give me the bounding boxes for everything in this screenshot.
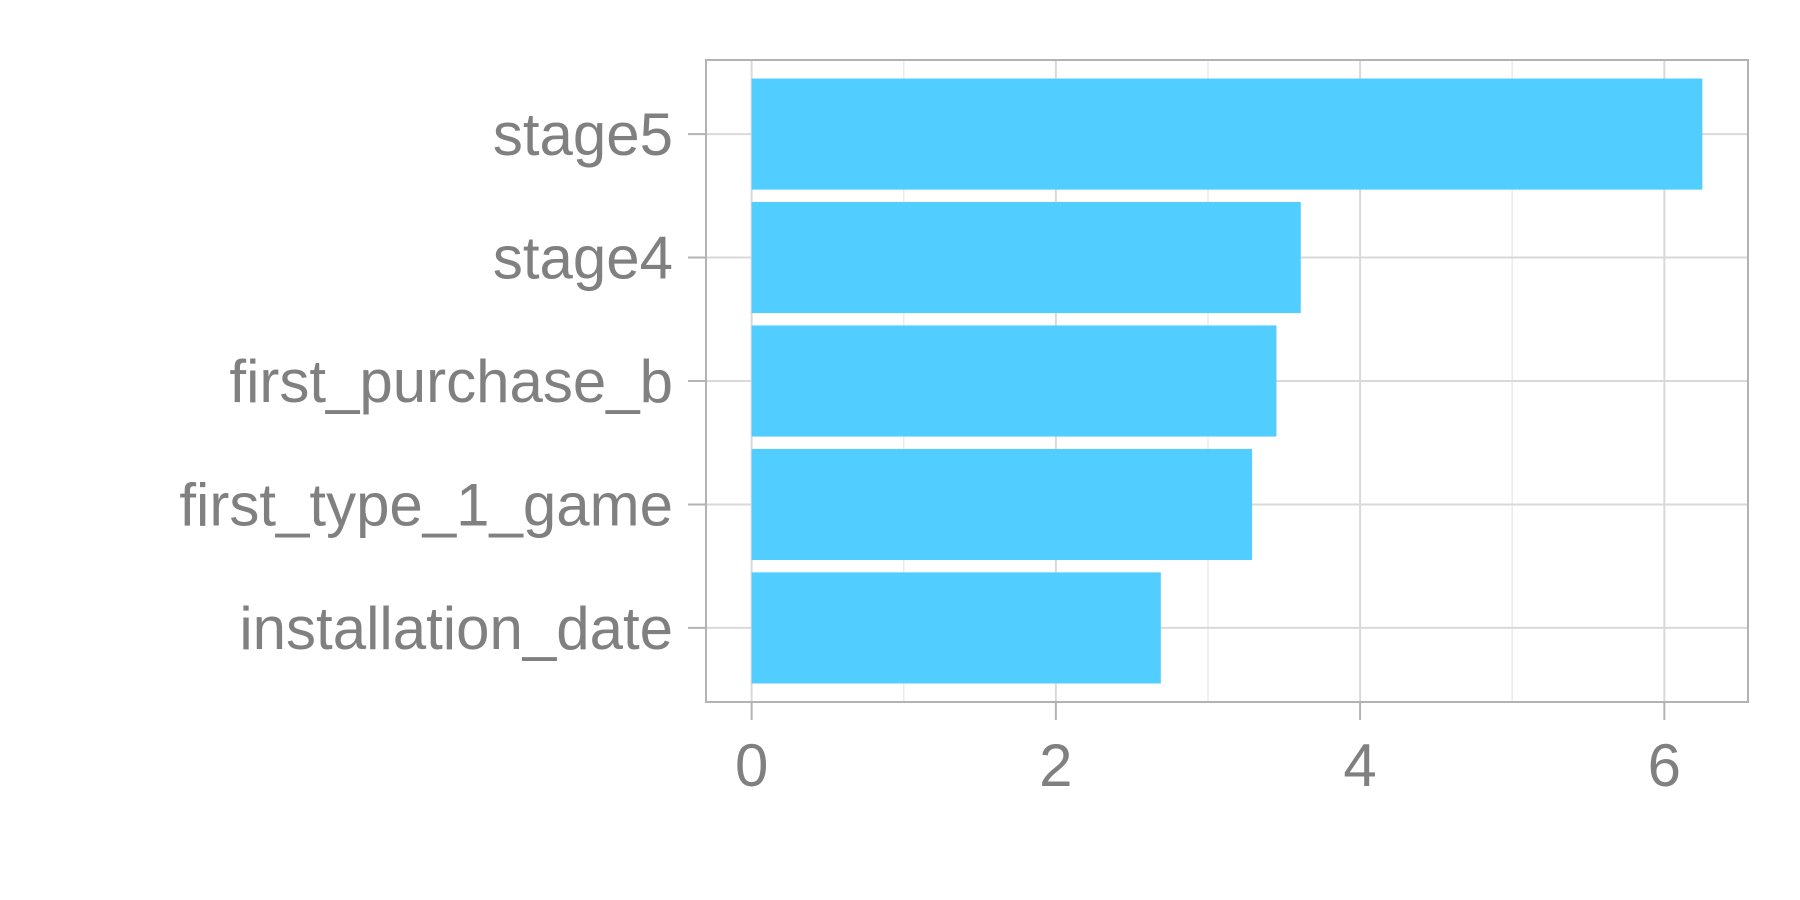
y-tick-label: first_type_1_game <box>179 471 673 538</box>
x-tick-label: 4 <box>1343 732 1376 799</box>
bar-first-type-1-game <box>751 448 1253 561</box>
x-tick-label: 2 <box>1039 732 1072 799</box>
bar-stage4 <box>751 201 1301 314</box>
bar-installation-date <box>751 572 1161 684</box>
bar-stage5 <box>751 78 1703 190</box>
bar-first-purchase-b <box>751 325 1277 437</box>
x-tick-label: 0 <box>735 732 768 799</box>
y-tick-label: installation_date <box>239 595 673 662</box>
y-axis-ticks <box>688 133 706 629</box>
y-axis-labels: stage5 stage4 first_purchase_b first_type_1… <box>179 101 673 662</box>
x-tick-label: 6 <box>1648 732 1681 799</box>
y-tick-label: stage5 <box>493 101 673 168</box>
bars <box>751 78 1703 684</box>
x-axis-ticks <box>750 702 1666 720</box>
y-tick-label: first_purchase_b <box>229 348 673 415</box>
y-tick-label: stage4 <box>493 225 673 292</box>
x-axis-labels: 0 2 4 6 <box>735 732 1681 799</box>
